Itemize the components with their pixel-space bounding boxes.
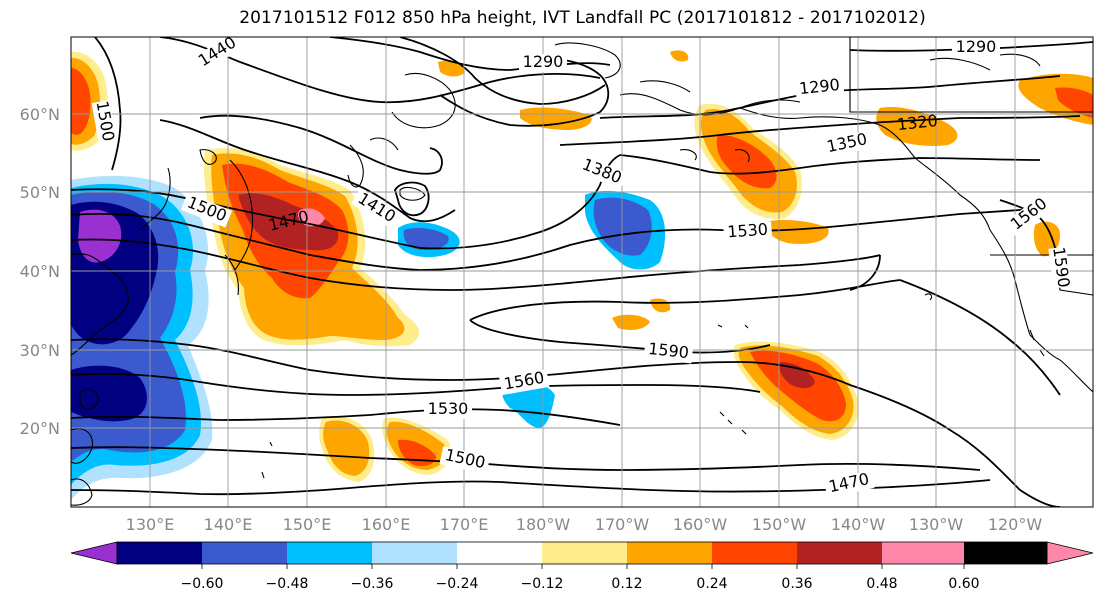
lon-label: 120°W xyxy=(988,515,1043,534)
lon-label: 140°W xyxy=(831,515,886,534)
colorbar-extend-high xyxy=(1046,541,1094,565)
contour-label: 1320 xyxy=(896,111,938,134)
colorbar-outline xyxy=(116,541,1048,565)
colorbar-ticks xyxy=(201,564,965,569)
contour-label: 1590 xyxy=(647,339,689,362)
lon-label: 130°W xyxy=(909,515,964,534)
colorbar-bin xyxy=(542,542,627,564)
colorbar-bin xyxy=(712,542,797,564)
contour-label: 1530 xyxy=(727,220,769,242)
lon-label: 150°W xyxy=(752,515,807,534)
colorbar-bin xyxy=(117,542,202,564)
ivt-positive-anomaly-subtropics xyxy=(319,50,859,482)
colorbar-extend-low xyxy=(70,541,118,565)
colorbar-bin xyxy=(287,542,372,564)
colorbar-tick: 0.48 xyxy=(866,576,897,592)
ivt-positive-anomaly-northwest-pacific xyxy=(71,51,420,347)
colorbar-bin xyxy=(797,542,882,564)
lat-label: 30°N xyxy=(20,341,60,360)
colorbar-tick: −0.36 xyxy=(351,576,394,592)
colorbar-tick: 0.36 xyxy=(781,576,812,592)
graticule xyxy=(71,37,1093,507)
lat-label: 60°N xyxy=(20,105,60,124)
colorbar-bin xyxy=(202,542,287,564)
colorbar-tick: 0.60 xyxy=(948,576,979,592)
contour-label: 1290 xyxy=(523,52,564,71)
lon-label: 160°E xyxy=(362,515,411,534)
contour-label: 1290 xyxy=(798,75,840,98)
lon-label: 170°W xyxy=(595,515,650,534)
contour-label: 1530 xyxy=(428,399,469,418)
map-background xyxy=(71,37,1093,507)
colorbar-bin xyxy=(964,542,1047,564)
colorbar-tick: 0.24 xyxy=(696,576,727,592)
lon-label: 160°W xyxy=(673,515,728,534)
map-frame xyxy=(70,36,1094,508)
lat-label: 50°N xyxy=(20,183,60,202)
colorbar: −0.60 −0.48 −0.36 −0.24 −0.12 0.12 0.24 … xyxy=(70,541,1094,592)
colorbar-bin xyxy=(627,542,712,564)
colorbar-bin xyxy=(882,542,964,564)
colorbar-tick: −0.60 xyxy=(181,576,224,592)
lon-label: 130°E xyxy=(126,515,175,534)
lon-label: 170°E xyxy=(440,515,489,534)
colorbar-tick: 0.12 xyxy=(611,576,642,592)
latitude-labels: 60°N 50°N 40°N 30°N 20°N xyxy=(20,105,60,438)
colorbar-tick: −0.48 xyxy=(266,576,309,592)
colorbar-tick: −0.12 xyxy=(521,576,564,592)
ivt-negative-anomaly-central-pacific xyxy=(398,190,666,428)
lon-label: 180°W xyxy=(516,515,571,534)
lon-label: 140°E xyxy=(204,515,253,534)
colorbar-bin xyxy=(457,542,542,564)
longitude-labels: 130°E 140°E 150°E 160°E 170°E 180°W 170°… xyxy=(126,515,1043,534)
lat-label: 40°N xyxy=(20,262,60,281)
colorbar-tick-labels: −0.60 −0.48 −0.36 −0.24 −0.12 0.12 0.24 … xyxy=(181,576,980,592)
height-contours xyxy=(71,37,1093,507)
colorbar-bin xyxy=(372,542,457,564)
lat-label: 20°N xyxy=(20,419,60,438)
colorbar-tick: −0.24 xyxy=(436,576,479,592)
figure-title: 2017101512 F012 850 hPa height, IVT Land… xyxy=(239,8,926,28)
contour-label: 1290 xyxy=(956,37,997,56)
lon-label: 150°E xyxy=(283,515,332,534)
